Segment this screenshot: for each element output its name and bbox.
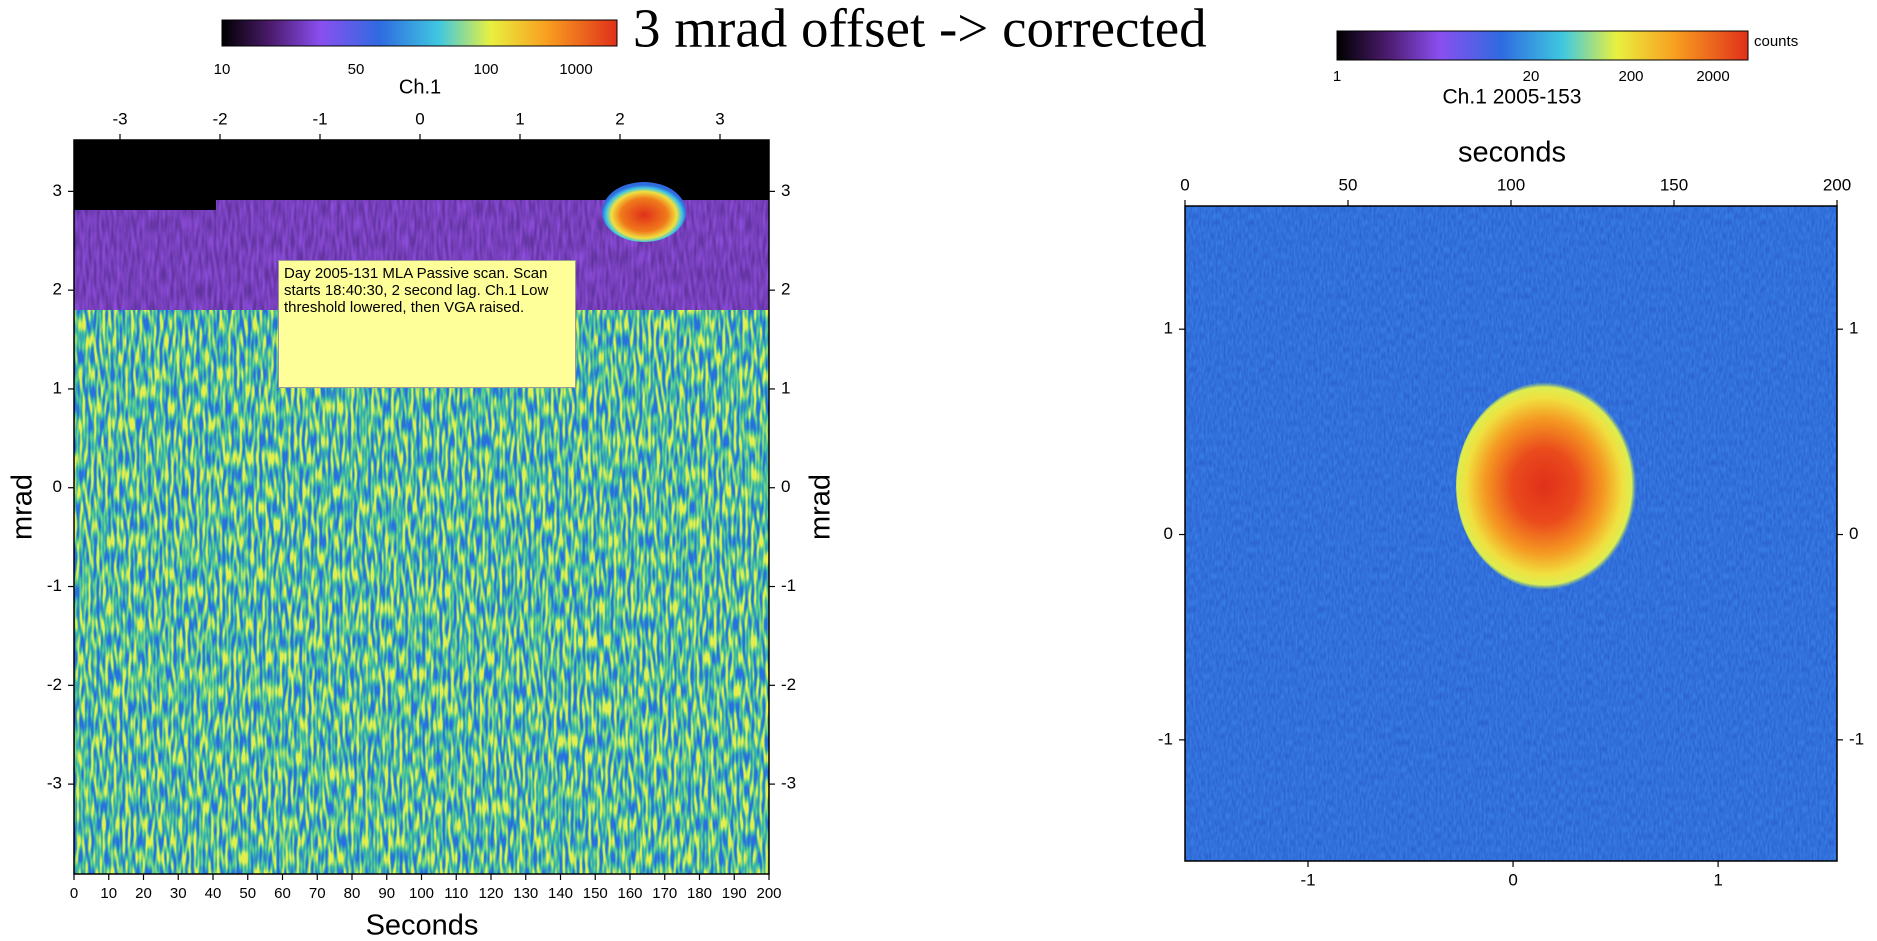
x2-tick-label: -1 [312, 109, 327, 128]
heatmap-region [74, 140, 769, 210]
x-tick-label: 60 [274, 885, 291, 902]
x2-tick-label: 150 [1660, 175, 1688, 194]
y-tick-label: -1 [1158, 729, 1173, 748]
colorbar [221, 19, 618, 47]
x-tick-label: 1 [1713, 870, 1722, 889]
x-tick-label: 160 [617, 885, 642, 902]
heatmap-spot [602, 182, 686, 242]
x-tick-label: 70 [309, 885, 326, 902]
y-tick-label: 1 [53, 378, 62, 397]
colorbar-tick-label: 1000 [559, 61, 592, 78]
x-tick-label: 130 [513, 885, 538, 902]
colorbar-tick-label: 10 [214, 61, 231, 78]
x2-axis-label: seconds [1458, 137, 1566, 169]
page-title: 3 mrad offset -> corrected [633, 0, 1207, 59]
heatmap-spot [1456, 382, 1640, 590]
y-tick-label: -1 [47, 576, 62, 595]
x-tick-label: 200 [756, 885, 781, 902]
x2-tick-label: 2 [615, 109, 624, 128]
colorbar [1336, 30, 1749, 61]
colorbar-tick-label: 50 [348, 61, 365, 78]
colorbar-tick-label: 2000 [1696, 68, 1729, 85]
y2-tick-label: 1 [781, 378, 790, 397]
y-tick-label: 2 [53, 280, 62, 299]
y-axis-label: mrad [7, 474, 39, 540]
x-tick-label: 20 [135, 885, 152, 902]
y2-tick-label: 1 [1849, 319, 1858, 338]
x-tick-label: 30 [170, 885, 187, 902]
y2-tick-label: 0 [781, 477, 790, 496]
colorbar-tick-label: 100 [473, 61, 498, 78]
x-tick-label: 120 [478, 885, 503, 902]
x-axis-label: Seconds [366, 910, 479, 941]
y2-tick-label: 3 [781, 181, 790, 200]
y2-tick-label: -1 [1849, 729, 1864, 748]
x-tick-label: 50 [239, 885, 256, 902]
x2-tick-label: 200 [1823, 175, 1851, 194]
x-tick-label: 150 [583, 885, 608, 902]
x-tick-label: 10 [100, 885, 117, 902]
x2-tick-label: -3 [112, 109, 127, 128]
x-tick-label: 140 [548, 885, 573, 902]
x2-tick-label: 1 [515, 109, 524, 128]
x-tick-label: 0 [1508, 870, 1517, 889]
colorbar-title: Ch.1 2005-153 [1443, 86, 1582, 109]
x-tick-label: 110 [444, 885, 468, 902]
x-tick-label: 90 [378, 885, 395, 902]
y-tick-label: 3 [53, 181, 62, 200]
y2-axis-label: mrad [805, 474, 837, 540]
y-tick-label: 0 [1164, 524, 1173, 543]
x2-tick-label: 3 [715, 109, 724, 128]
y2-tick-label: -2 [781, 675, 796, 694]
y2-tick-label: 2 [781, 280, 790, 299]
x-tick-label: 40 [205, 885, 222, 902]
x-tick-label: 0 [70, 885, 78, 902]
colorbar-tick-label: 20 [1523, 68, 1540, 85]
y-tick-label: 0 [53, 477, 62, 496]
x-tick-label: 170 [652, 885, 677, 902]
x2-tick-label: -2 [212, 109, 227, 128]
x-tick-label: 80 [344, 885, 361, 902]
y-tick-label: -3 [47, 774, 62, 793]
colorbar-label: counts [1754, 33, 1798, 50]
annotation: Day 2005-131 MLA Passive scan. Scan star… [278, 260, 576, 388]
y2-tick-label: -1 [781, 576, 796, 595]
x-tick-label: 100 [409, 885, 434, 902]
y2-tick-label: 0 [1849, 524, 1858, 543]
colorbar-label: Ch.1 [399, 76, 441, 98]
y2-tick-label: -3 [781, 774, 796, 793]
y-tick-label: -2 [47, 675, 62, 694]
y-tick-label: 1 [1164, 319, 1173, 338]
x2-tick-label: 50 [1339, 175, 1358, 194]
x-tick-label: 190 [722, 885, 747, 902]
x-tick-label: -1 [1300, 870, 1315, 889]
colorbar-tick-label: 1 [1333, 68, 1341, 85]
x2-tick-label: 100 [1497, 175, 1525, 194]
x2-tick-label: 0 [415, 109, 424, 128]
x-tick-label: 180 [687, 885, 712, 902]
colorbar-tick-label: 200 [1618, 68, 1643, 85]
x2-tick-label: 0 [1180, 175, 1189, 194]
